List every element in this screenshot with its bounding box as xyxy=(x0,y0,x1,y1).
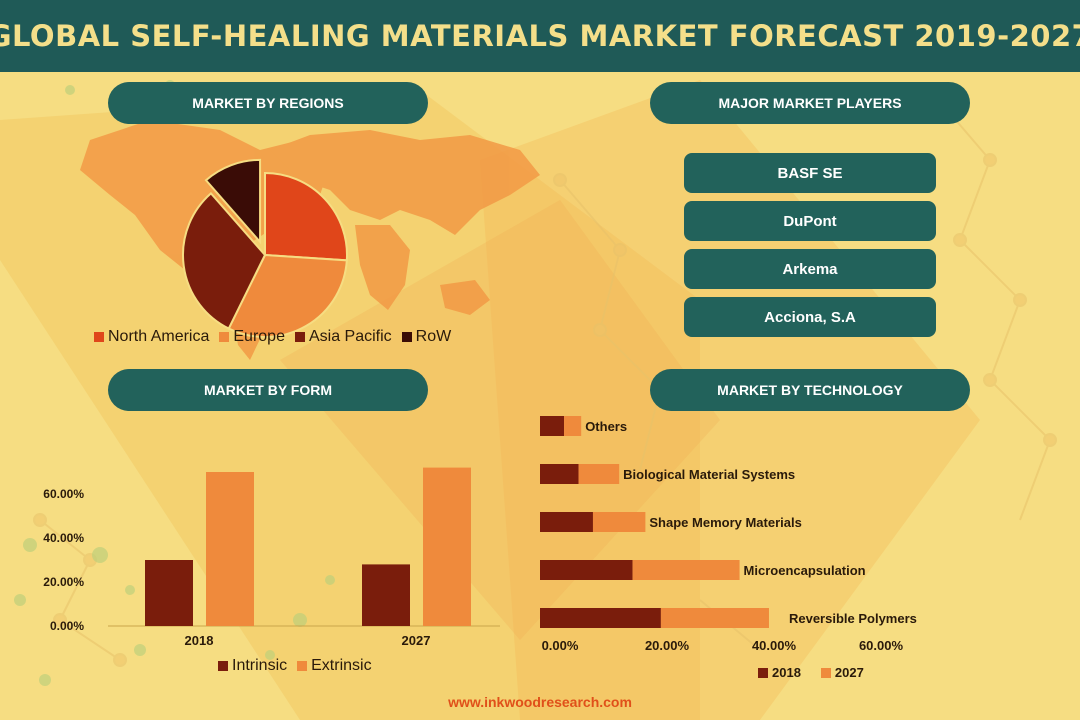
tech-bar-2027-1 xyxy=(564,416,582,436)
tech-bar-2018-3 xyxy=(540,512,593,532)
legend-item-north-america: North America xyxy=(94,328,209,346)
form-bar-extrinsic-2018 xyxy=(206,472,254,626)
form-legend: Intrinsic Extrinsic xyxy=(218,657,382,675)
form-bar-intrinsic-2018 xyxy=(145,560,193,626)
section-header-regions: MARKET BY REGIONS xyxy=(108,82,428,124)
legend-item-extrinsic: Extrinsic xyxy=(297,657,372,675)
player-box-2: DuPont xyxy=(684,201,936,241)
tech-category-label: Reversible Polymers xyxy=(789,611,917,626)
section-header-technology: MARKET BY TECHNOLOGY xyxy=(650,369,970,411)
pie-slice-asia-pacific xyxy=(182,191,267,330)
tech-bar-2027-4 xyxy=(632,560,740,580)
form-ytick-label: 0.00% xyxy=(50,619,84,633)
tech-bar-2027-3 xyxy=(592,512,646,532)
website-link[interactable]: www.inkwoodresearch.com xyxy=(448,694,632,710)
tech-xtick-label: 20.00% xyxy=(645,638,690,653)
tech-category-label: Others xyxy=(585,419,627,434)
pie-slice-row xyxy=(204,158,262,245)
legend-label: RoW xyxy=(415,328,452,345)
player-box-4: Acciona, S.A xyxy=(684,297,936,337)
legend-label: North America xyxy=(108,328,210,345)
form-xtick-label: 2027 xyxy=(402,633,431,648)
form-xtick-label: 2018 xyxy=(185,633,214,648)
legend-item-2027: 2027 xyxy=(820,665,864,680)
section-header-players: MAJOR MARKET PLAYERS xyxy=(650,82,970,124)
regions-legend: North America Europe Asia Pacific RoW xyxy=(94,328,461,346)
tech-bar-2027-2 xyxy=(578,464,620,484)
legend-label: Europe xyxy=(233,328,285,345)
legend-swatch xyxy=(401,332,412,342)
legend-item-intrinsic: Intrinsic xyxy=(218,657,287,675)
tech-xtick-label: 40.00% xyxy=(752,638,797,653)
tech-xtick-label: 60.00% xyxy=(859,638,904,653)
tech-category-label: Biological Material Systems xyxy=(623,467,795,482)
legend-swatch xyxy=(218,661,228,671)
legend-swatch xyxy=(758,667,768,678)
legend-swatch xyxy=(297,661,308,671)
legend-item-2018: 2018 xyxy=(758,665,801,680)
legend-item-asia-pacific: Asia Pacific xyxy=(294,328,392,346)
legend-swatch xyxy=(820,667,831,678)
player-box-1: BASF SE xyxy=(684,153,936,193)
pie-slice-north-america xyxy=(264,171,348,262)
legend-swatch xyxy=(94,332,104,342)
tech-bar-2018-5 xyxy=(540,608,661,628)
section-header-form: MARKET BY FORM xyxy=(108,369,428,411)
legend-swatch xyxy=(219,332,230,342)
legend-item-row: RoW xyxy=(401,328,452,346)
legend-label: Intrinsic xyxy=(232,657,288,674)
legend-item-europe: Europe xyxy=(219,328,285,346)
tech-bar-2018-4 xyxy=(540,560,633,580)
pie-slice-europe xyxy=(227,253,348,338)
legend-label: Asia Pacific xyxy=(308,328,392,345)
legend-swatch xyxy=(294,332,305,342)
legend-label: Extrinsic xyxy=(311,657,372,674)
player-box-3: Arkema xyxy=(684,249,936,289)
form-ytick-label: 20.00% xyxy=(43,575,84,589)
legend-label: 2027 xyxy=(834,665,864,680)
technology-legend: 2018 2027 xyxy=(758,665,874,680)
tech-bar-2018-2 xyxy=(540,464,579,484)
tech-category-label: Microencapsulation xyxy=(744,563,866,578)
form-ytick-label: 40.00% xyxy=(43,531,84,545)
form-bar-intrinsic-2027 xyxy=(362,564,410,626)
tech-category-label: Shape Memory Materials xyxy=(649,515,801,530)
form-ytick-label: 60.00% xyxy=(43,487,84,501)
tech-bar-2018-1 xyxy=(540,416,565,436)
legend-label: 2018 xyxy=(772,665,801,680)
title-banner: GLOBAL SELF-HEALING MATERIALS MARKET FOR… xyxy=(0,0,1080,72)
form-bar-extrinsic-2027 xyxy=(423,467,471,626)
tech-bar-2027-5 xyxy=(660,608,769,628)
page-title: GLOBAL SELF-HEALING MATERIALS MARKET FOR… xyxy=(0,19,1080,53)
tech-xtick-label: 0.00% xyxy=(542,638,579,653)
